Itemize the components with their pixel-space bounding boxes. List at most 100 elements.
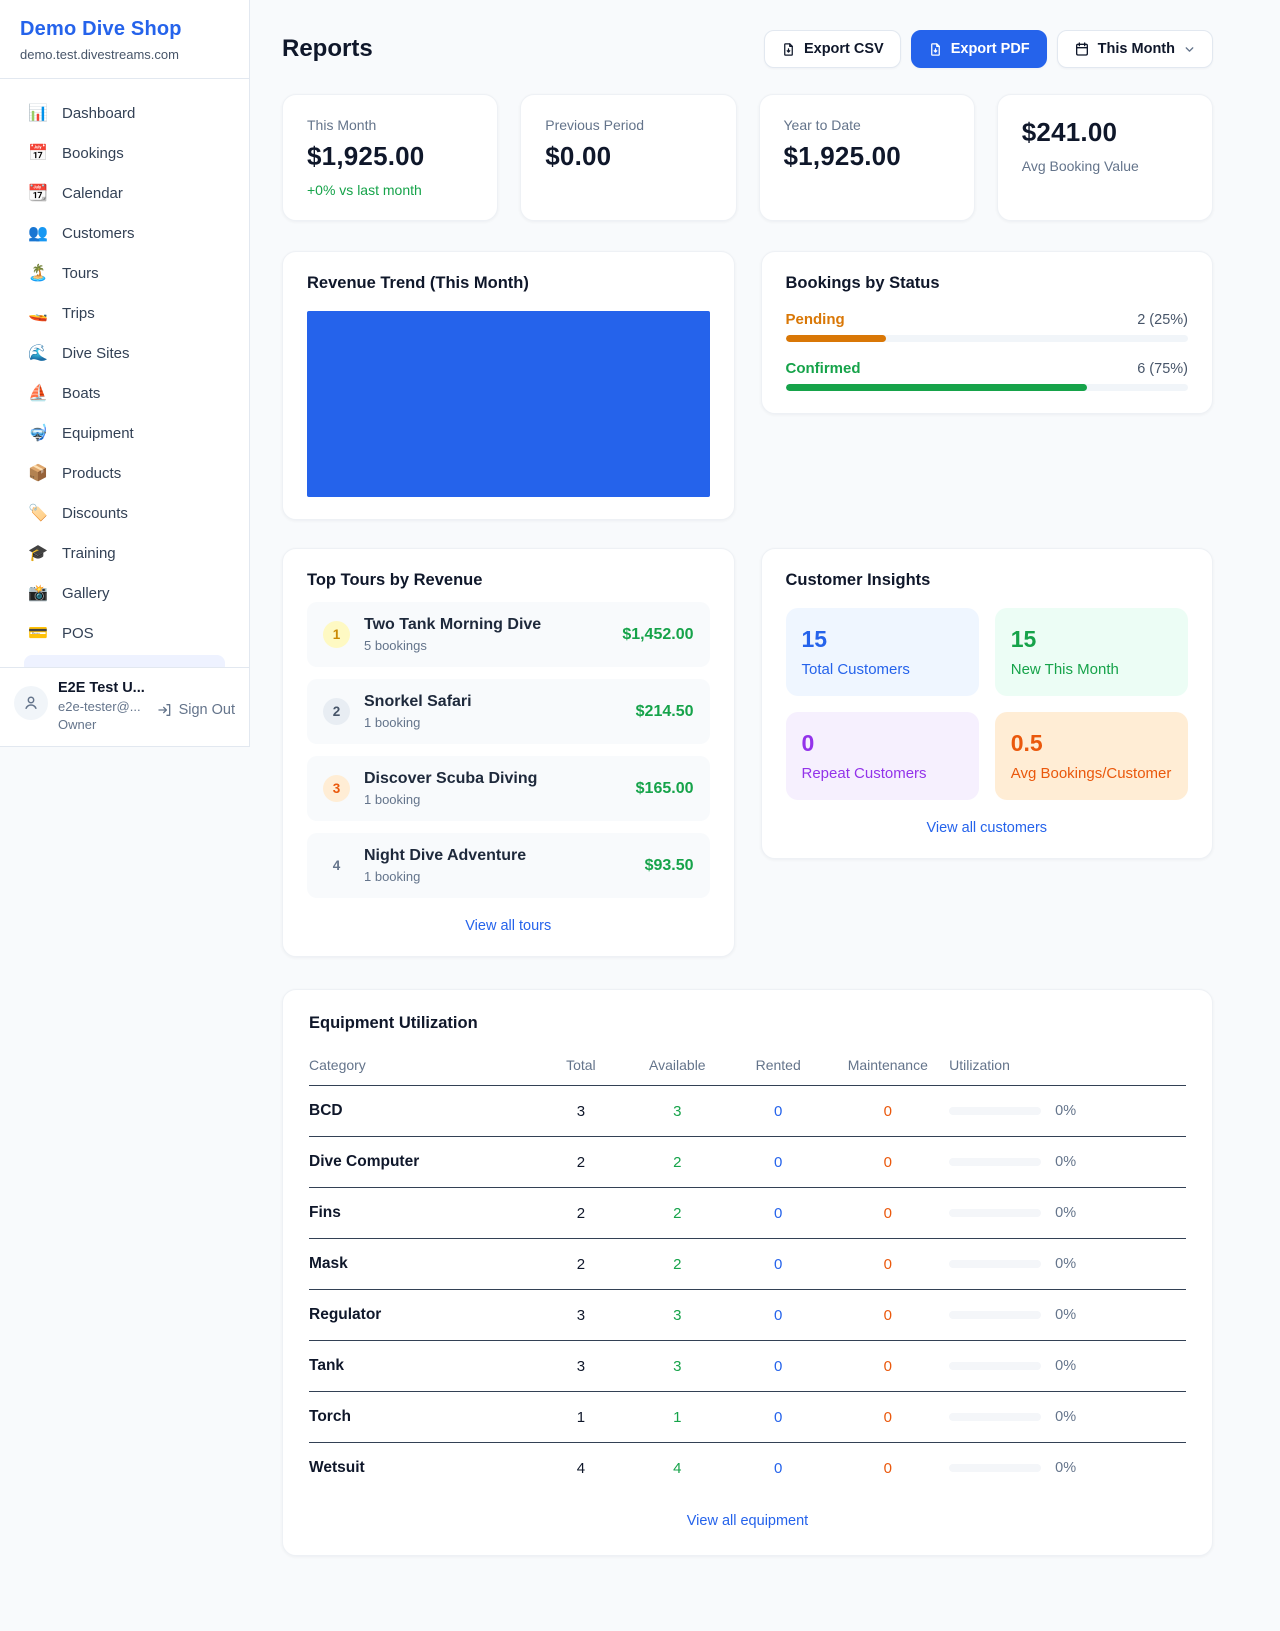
sidebar-item-boats[interactable]: ⛵ Boats [12, 373, 237, 413]
cell-maintenance: 0 [826, 1238, 950, 1290]
view-all-equipment-link[interactable]: View all equipment [686, 1513, 809, 1529]
dashboard-icon: 📊 [28, 105, 48, 122]
sidebar-item-discounts[interactable]: 🏷️ Discounts [12, 493, 237, 533]
insight-tile-avg-bookings: 0.5 Avg Bookings/Customer [994, 712, 1188, 800]
sidebar-item-active-partial[interactable] [24, 655, 225, 667]
cell-total: 4 [576, 1459, 586, 1477]
sidebar-item-label: Bookings [62, 144, 124, 162]
customer-insights-title: Customer Insights [785, 571, 931, 589]
tours-icon: 🏝️ [28, 265, 48, 282]
top-tours-title: Top Tours by Revenue [307, 571, 483, 589]
view-all-tours-link[interactable]: View all tours [465, 918, 552, 934]
sidebar-item-pos[interactable]: 💳 POS [12, 613, 237, 653]
cell-available: 2 [624, 1187, 730, 1239]
utilization-bar [949, 1311, 1042, 1319]
cell-category: Dive Computer [309, 1136, 538, 1188]
sidebar-item-customers[interactable]: 👥 Customers [12, 213, 237, 253]
sidebar: Demo Dive Shop demo.test.divestreams.com… [0, 0, 250, 747]
boats-icon: ⛵ [28, 385, 48, 402]
column-header: Utilization [949, 1047, 1186, 1086]
equipment-table: Category Total Available Rented Maintena… [309, 1047, 1186, 1493]
cell-rented: 0 [729, 1085, 827, 1137]
cell-category: Wetsuit [309, 1459, 365, 1476]
column-header: Maintenance [826, 1047, 950, 1086]
progress-track [785, 335, 1188, 342]
cell-utilization: 0% [949, 1443, 1186, 1494]
export-csv-button[interactable]: Export CSV [763, 30, 901, 68]
sidebar-item-dashboard[interactable]: 📊 Dashboard [12, 93, 237, 133]
cell-rented: 0 [729, 1187, 827, 1239]
table-row: Wetsuit 4 4 0 0 0% [309, 1443, 1186, 1494]
user-email: e2e-tester@... [58, 699, 141, 714]
insight-tile-repeat-customers: 0 Repeat Customers [785, 712, 979, 800]
sidebar-item-tours[interactable]: 🏝️ Tours [12, 253, 237, 293]
main-content: Reports Export CSV Export PDF This Month… [250, 0, 1280, 1631]
cell-maintenance: 0 [826, 1187, 950, 1239]
sidebar-item-dive-sites[interactable]: 🌊 Dive Sites [12, 333, 237, 373]
stat-card-this-month: This Month $1,925.00 +0% vs last month [282, 94, 499, 221]
table-row: Dive Computer 2 2 0 0 0% [309, 1136, 1186, 1188]
cell-total: 2 [537, 1187, 625, 1239]
view-all-customers-link[interactable]: View all customers [926, 820, 1048, 836]
utilization-bar [949, 1362, 1042, 1370]
progress-fill [785, 384, 1088, 391]
tile-label: New This Month [1010, 661, 1119, 678]
tour-revenue: $93.50 [644, 856, 694, 874]
cell-total: 3 [537, 1085, 625, 1137]
sidebar-item-gallery[interactable]: 📸 Gallery [12, 573, 237, 613]
sidebar-item-bookings[interactable]: 📅 Bookings [12, 133, 237, 173]
cell-utilization: 0% [949, 1289, 1186, 1341]
tour-name: Night Dive Adventure [364, 847, 527, 864]
tour-list-item: 1 Two Tank Morning Dive 5 bookings $1,45… [307, 602, 710, 667]
utilization-bar [949, 1464, 1042, 1472]
cell-category: Tank [309, 1340, 538, 1392]
period-dropdown[interactable]: This Month [1056, 30, 1213, 68]
person-icon [25, 696, 37, 709]
sidebar-item-products[interactable]: 📦 Products [12, 453, 237, 493]
bookings-by-status-card: Bookings by Status Pending 2 (25%) Confi… [760, 251, 1213, 414]
export-pdf-button[interactable]: Export PDF [910, 30, 1047, 68]
sidebar-item-trips[interactable]: 🚤 Trips [12, 293, 237, 333]
sign-out-label: Sign Out [178, 702, 235, 718]
sidebar-item-label: Training [62, 544, 116, 562]
revenue-trend-chart [307, 311, 710, 497]
cell-utilization: 0% [949, 1085, 1186, 1137]
sign-out-button[interactable]: Sign Out [157, 702, 235, 718]
status-row-pending: Pending 2 (25%) [785, 311, 1188, 342]
status-label: Confirmed [785, 360, 861, 377]
utilization-percent: 0% [1055, 1307, 1077, 1323]
utilization-percent: 0% [1055, 1409, 1077, 1425]
utilization-percent: 0% [1055, 1103, 1077, 1119]
file-icon [930, 42, 940, 56]
table-row: Tank 3 3 0 0 0% [309, 1340, 1186, 1392]
sidebar-item-equipment[interactable]: 🤿 Equipment [12, 413, 237, 453]
page-header: Reports Export CSV Export PDF This Month [282, 30, 1213, 68]
utilization-bar [949, 1209, 1042, 1217]
utilization-percent: 0% [1055, 1460, 1077, 1476]
sidebar-item-label: Discounts [62, 504, 128, 522]
sidebar-item-training[interactable]: 🎓 Training [12, 533, 237, 573]
sidebar-item-label: Boats [62, 384, 101, 402]
sidebar-item-label: Gallery [62, 584, 110, 602]
equipment-icon: 🤿 [28, 425, 48, 442]
tour-revenue: $165.00 [635, 779, 694, 797]
stat-value: $0.00 [545, 141, 612, 171]
cell-available: 3 [624, 1085, 730, 1137]
sidebar-item-label: Dive Sites [62, 344, 130, 362]
cell-maintenance: 0 [826, 1289, 950, 1341]
shop-domain: demo.test.divestreams.com [20, 47, 179, 62]
calendar-icon: 📆 [28, 185, 48, 202]
utilization-bar [949, 1107, 1042, 1115]
sidebar-item-calendar[interactable]: 📆 Calendar [12, 173, 237, 213]
cell-total: 3 [537, 1289, 625, 1341]
cell-available: 3 [624, 1289, 730, 1341]
cell-available: 1 [624, 1391, 730, 1443]
tile-value: 0 [801, 730, 815, 756]
column-header: Available [624, 1047, 730, 1086]
tour-revenue: $1,452.00 [622, 625, 694, 643]
page-title: Reports [282, 35, 373, 62]
cell-maintenance: 0 [826, 1085, 950, 1137]
cell-rented: 0 [729, 1391, 827, 1443]
cell-available: 4 [673, 1459, 682, 1477]
pos-icon: 💳 [28, 625, 48, 642]
